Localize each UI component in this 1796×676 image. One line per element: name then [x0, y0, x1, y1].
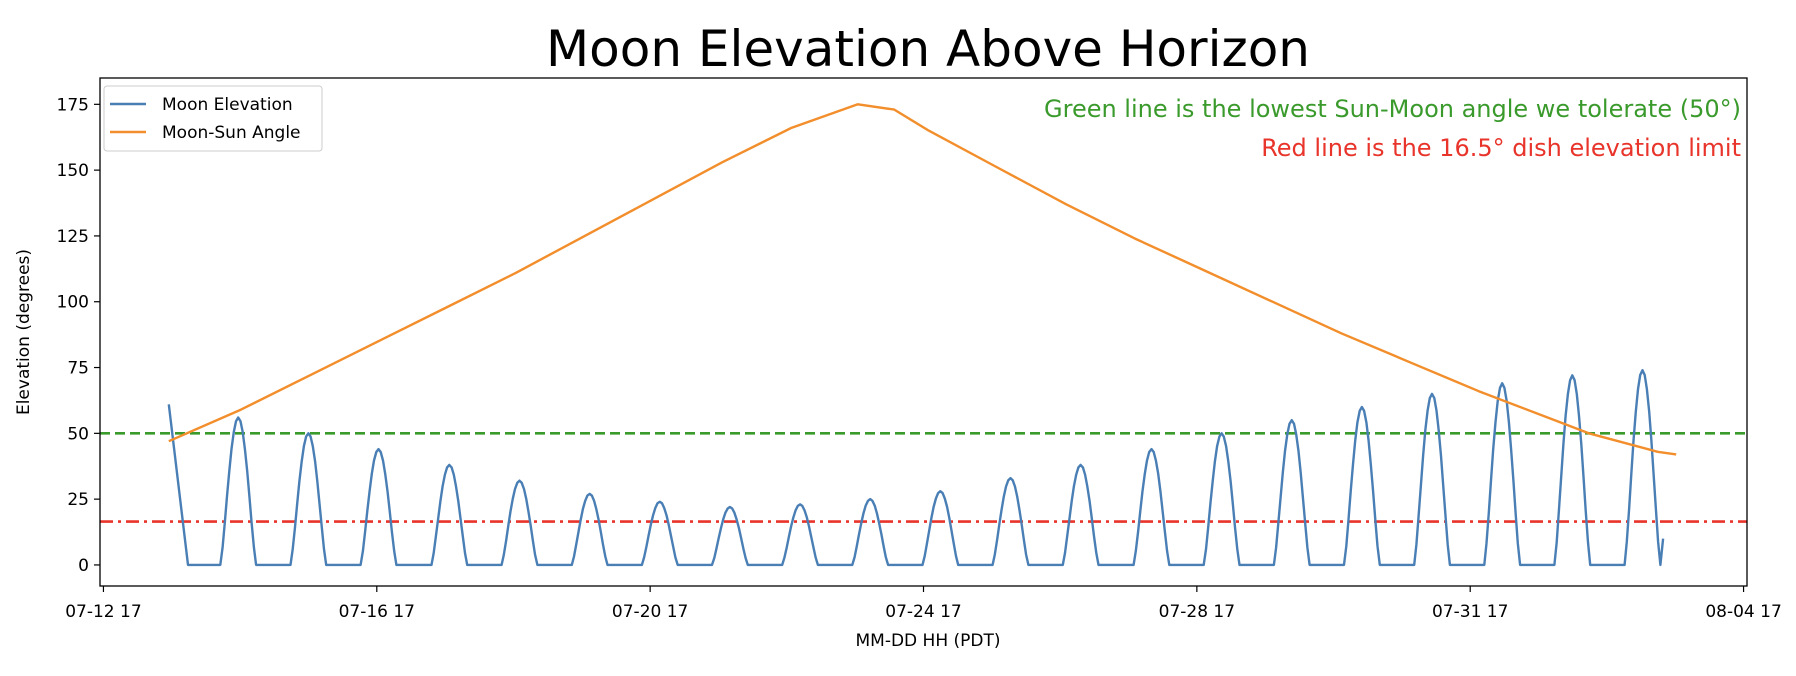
x-axis-label: MM-DD HH (PDT): [855, 631, 1000, 651]
reference-lines: [100, 432, 1747, 523]
y-tick-label: 175: [57, 95, 89, 115]
x-tick-label: 07-20 17: [612, 602, 688, 622]
y-tick-label: 150: [57, 161, 89, 181]
y-tick-label: 25: [67, 490, 89, 510]
x-tick-label: 07-16 17: [339, 602, 415, 622]
y-tick-label: 100: [57, 293, 89, 313]
x-tick-label: 07-24 17: [885, 602, 961, 622]
y-axis: 0 25 50 75 100 125 150 175: [57, 95, 100, 576]
chart-title: Moon Elevation Above Horizon: [546, 20, 1310, 78]
y-tick-label: 125: [57, 227, 89, 247]
series-moon-sun-angle: [168, 103, 1677, 456]
x-tick-label: 07-28 17: [1159, 602, 1235, 622]
y-tick-label: 75: [67, 359, 89, 379]
annotation-green-line: Green line is the lowest Sun-Moon angle …: [1044, 95, 1741, 123]
plot-lines: [167, 103, 1677, 567]
x-tick-label: 08-04 17: [1705, 602, 1781, 622]
legend-label-moon-elevation: Moon Elevation: [162, 95, 293, 115]
legend-box: [103, 85, 323, 152]
y-axis-label: Elevation (degrees): [14, 249, 34, 415]
y-tick-label: 50: [67, 424, 89, 444]
x-tick-label: 07-12 17: [65, 602, 141, 622]
series-moon-elevation: [167, 369, 1665, 567]
x-tick-label: 07-31 17: [1432, 602, 1508, 622]
legend-label-moon-sun-angle: Moon-Sun Angle: [162, 123, 301, 143]
annotation-red-line: Red line is the 16.5° dish elevation lim…: [1261, 134, 1741, 162]
y-tick-label: 0: [78, 556, 89, 576]
legend: Moon Elevation Moon-Sun Angle: [103, 85, 323, 152]
x-axis: 07-12 17 07-16 17 07-20 17 07-24 17 07-28 17…: [65, 586, 1782, 622]
